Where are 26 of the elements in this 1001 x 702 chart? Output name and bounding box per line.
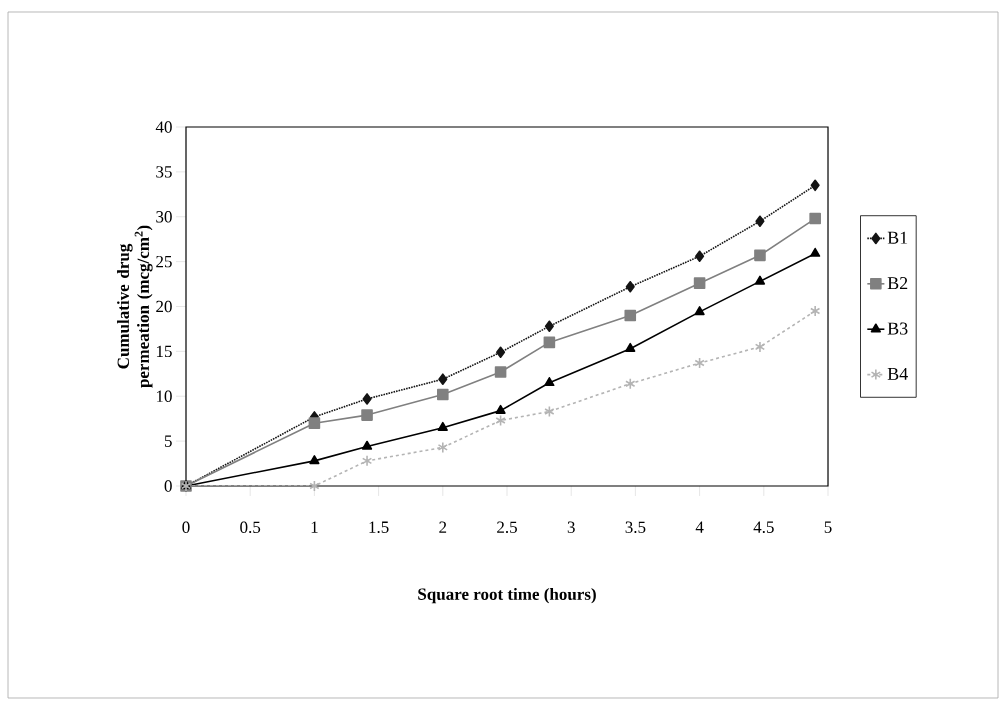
y-tick-label: 5	[164, 435, 172, 447]
y-tick-label: 20	[156, 300, 172, 313]
x-tick-label: 0	[182, 521, 190, 534]
x-tick-label: 0.5	[240, 521, 261, 534]
y-tick-label: 40	[155, 121, 172, 133]
y-tick-label: 0	[164, 480, 172, 492]
x-tick-label: 5	[824, 521, 832, 533]
x-tick-label: 4	[695, 521, 704, 533]
y-tick-label: 10	[156, 390, 172, 402]
y-tick-label: 30	[156, 211, 172, 223]
x-tick-label: 2	[439, 521, 447, 533]
y-axis-title: Cumulative drug permeation (mcg/cm$^{2}$)	[117, 225, 153, 388]
x-tick-label: 1	[311, 521, 318, 533]
legend-label: B1	[887, 231, 908, 244]
x-tick-label: 3	[567, 521, 575, 533]
legend-label: B2	[887, 277, 908, 290]
x-axis-title: Square root time (hours)	[418, 587, 596, 604]
legend-label: B4	[887, 367, 908, 380]
y-tick-label: 15	[156, 345, 172, 358]
legend-label: B3	[887, 322, 908, 335]
x-tick-label: 2.5	[497, 521, 517, 534]
y-tick-label: 35	[156, 166, 172, 178]
x-tick-label: 1.5	[369, 521, 389, 533]
y-tick-label: 25	[156, 255, 172, 268]
x-tick-label: 4.5	[753, 521, 774, 533]
x-tick-label: 3.5	[625, 521, 646, 534]
